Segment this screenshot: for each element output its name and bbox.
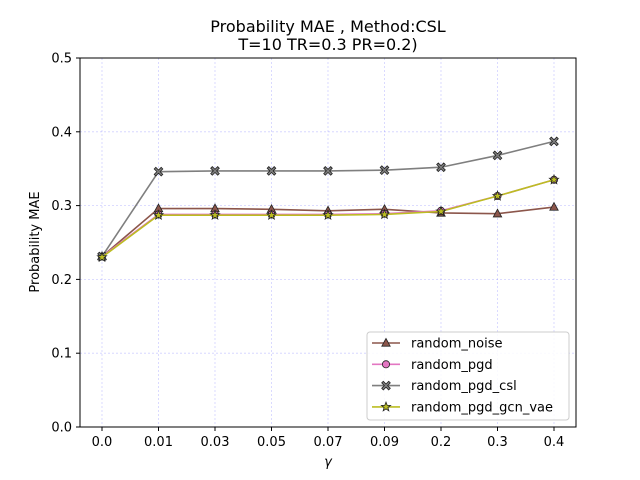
- series-random_pgd_gcn_vae: [96, 173, 560, 263]
- marker-star: [209, 209, 221, 221]
- x-tick-label: 0.01: [144, 435, 173, 450]
- x-tick-label: 0.2: [431, 435, 452, 450]
- marker-star: [435, 205, 447, 217]
- marker-x: [436, 162, 446, 173]
- chart-title-line2: T=10 TR=0.3 PR=0.2): [237, 35, 417, 54]
- marker-x: [153, 166, 164, 177]
- x-tick-label: 0.05: [257, 435, 286, 450]
- chart-title-line1: Probability MAE , Method:CSL: [210, 17, 446, 36]
- marker-triangle: [492, 208, 503, 218]
- legend: random_noise random_pgd random_pgd_cslrand…: [366, 331, 570, 421]
- marker-star: [322, 209, 334, 221]
- marker-star: [378, 208, 391, 220]
- legend-item: random_pgd_gcn_vae: [372, 400, 553, 415]
- marker-star: [96, 251, 108, 263]
- legend-label: random_pgd: [411, 358, 493, 373]
- legend-label: random_noise: [411, 337, 503, 352]
- x-tick-label: 0.0: [92, 435, 113, 450]
- y-tick-label: 0.0: [51, 421, 72, 436]
- marker-star: [380, 400, 392, 412]
- marker-triangle: [381, 337, 391, 347]
- marker-x: [492, 150, 503, 161]
- marker-x: [379, 165, 390, 176]
- marker-star: [548, 173, 560, 185]
- marker-x: [323, 166, 333, 176]
- marker-x: [549, 136, 559, 147]
- y-tick-label: 0.5: [51, 52, 72, 67]
- y-tick-label: 0.1: [51, 347, 72, 362]
- y-tick-label: 0.4: [51, 125, 72, 140]
- x-tick-label: 0.4: [544, 435, 565, 450]
- y-axis-label: Probability MAE: [28, 191, 43, 292]
- x-tick-label: 0.07: [314, 435, 343, 450]
- x-axis-ticks: 0.0 0.01 0.03 0.05 0.07 0.09 0.2 0.3 0.4: [92, 427, 565, 450]
- marker-star: [265, 209, 278, 221]
- legend-item: random_pgd_csl: [372, 379, 517, 394]
- legend-label: random_pgd_csl: [411, 379, 517, 394]
- marker-star: [491, 190, 504, 201]
- marker-star: [152, 209, 165, 221]
- y-axis-ticks: 0.0 0.1 0.2 0.3 0.4 0.5: [51, 52, 80, 436]
- marker-x: [381, 380, 391, 391]
- legend-item: random_noise: [372, 337, 503, 352]
- x-tick-label: 0.03: [201, 435, 230, 450]
- series-layer: [96, 136, 560, 263]
- y-tick-label: 0.3: [51, 199, 72, 214]
- marker-x: [266, 166, 277, 176]
- x-tick-label: 0.3: [487, 435, 508, 450]
- legend-label: random_pgd_gcn_vae: [411, 400, 553, 415]
- legend-box: [366, 331, 570, 421]
- marker-triangle: [549, 201, 559, 211]
- marker-x: [210, 166, 220, 176]
- legend-item: random_pgd: [372, 358, 493, 373]
- x-axis-label: γ: [324, 455, 333, 470]
- marker-circle: [381, 360, 390, 369]
- y-tick-label: 0.2: [51, 273, 72, 288]
- x-tick-label: 0.09: [370, 435, 399, 450]
